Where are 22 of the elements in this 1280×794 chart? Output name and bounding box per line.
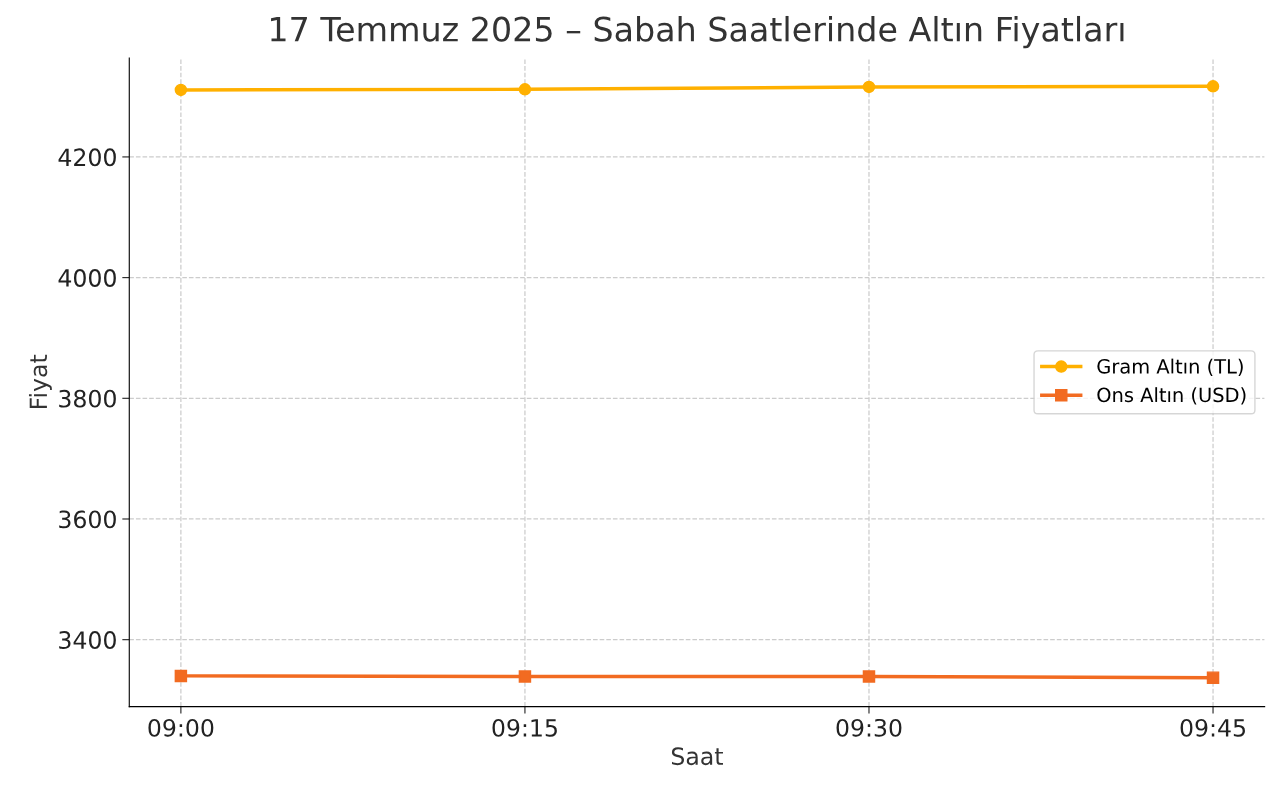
chart-title: 17 Temmuz 2025 – Sabah Saatlerinde Altın Fiyatları [271,15,1124,49]
x-tick-label: 09:15 [492,718,557,737]
point [174,83,188,97]
y-tick-label: 3400 [59,631,116,649]
y-tick-label: 3800 [59,389,116,408]
legend-label: Gram Altın (TL) [1097,358,1243,376]
x-axis-title: Saat [671,747,723,766]
y-tick-label: 4000 [58,269,116,287]
legend-label: Ons Altın (USD) [1097,387,1246,405]
y-tick-label: 3600 [59,510,116,529]
point [862,670,876,683]
y-axis-title: Fiyat [28,354,52,409]
x-tick-label: 09:45 [1180,718,1245,737]
x-tick-label: 09:30 [836,718,902,737]
point [1206,671,1220,684]
point [518,670,532,683]
point [518,83,532,96]
point [862,80,876,94]
y-tick-label: 4200 [58,148,116,167]
x-tick-label: 09:00 [148,718,214,737]
point [174,669,188,683]
point [1206,80,1220,93]
